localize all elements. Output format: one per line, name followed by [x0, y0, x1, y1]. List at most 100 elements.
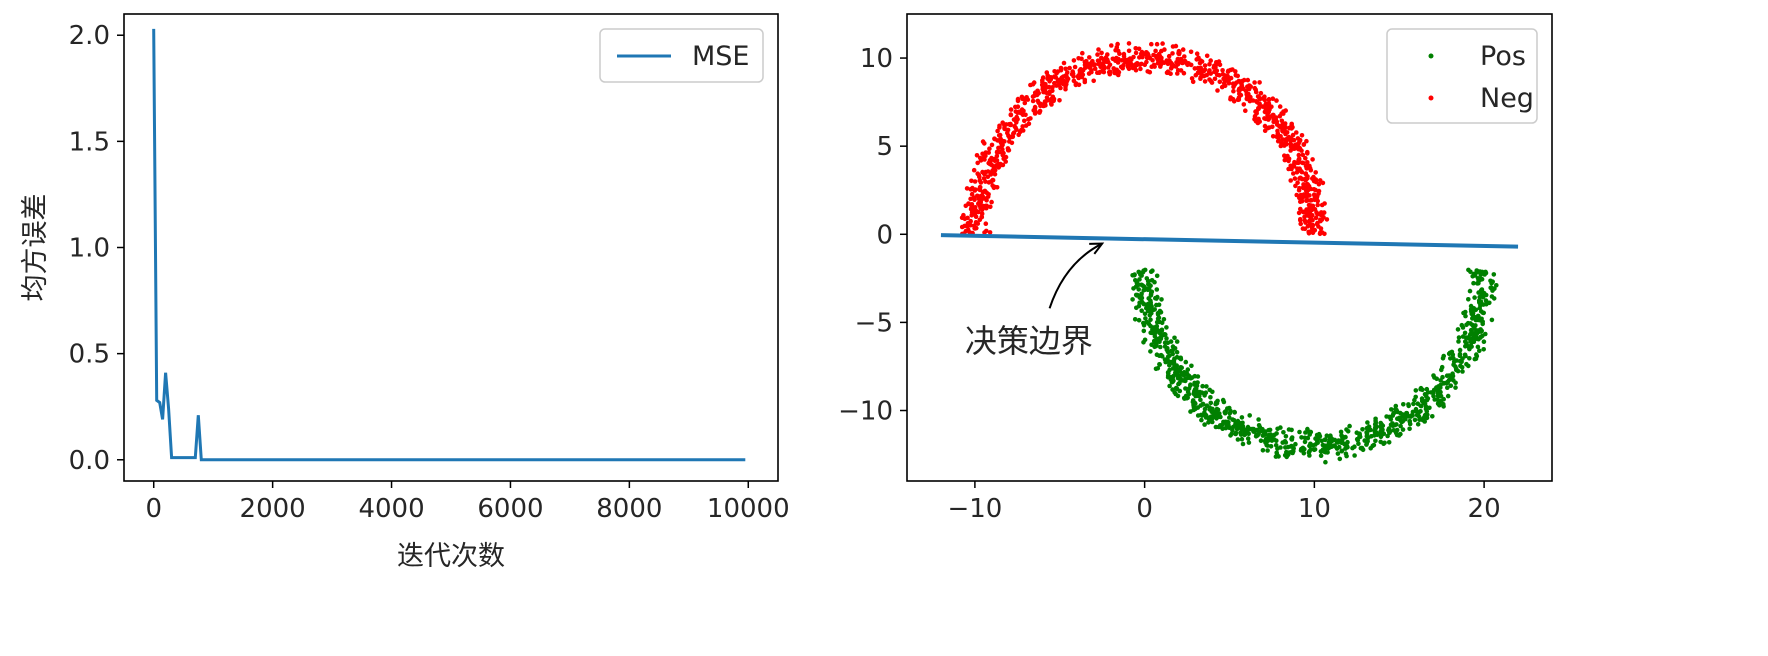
scatter-y-tick-label: 10 — [860, 44, 893, 74]
scatter-point-neg — [992, 171, 998, 177]
scatter-point-neg — [1286, 134, 1292, 140]
scatter-point-neg — [984, 198, 989, 203]
scatter-point-neg — [1026, 117, 1031, 122]
scatter-point-neg — [972, 226, 978, 231]
scatter-point-pos — [1235, 437, 1241, 442]
scatter-point-neg — [1202, 63, 1208, 68]
scatter-point-neg — [1121, 54, 1127, 59]
scatter-point-pos — [1463, 339, 1468, 344]
scatter-point-neg — [1138, 51, 1144, 57]
scatter-point-neg — [1204, 72, 1209, 78]
scatter-point-pos — [1474, 268, 1479, 273]
scatter-point-pos — [1173, 385, 1179, 391]
scatter-point-neg — [972, 179, 978, 184]
scatter-point-pos — [1481, 290, 1487, 296]
scatter-point-pos — [1451, 362, 1456, 368]
scatter-point-neg — [1099, 50, 1104, 56]
scatter-point-neg — [977, 217, 983, 223]
scatter-point-neg — [976, 209, 981, 215]
scatter-point-pos — [1434, 376, 1439, 382]
scatter-point-pos — [1483, 298, 1489, 303]
scatter-point-neg — [1318, 218, 1323, 224]
scatter-point-pos — [1195, 413, 1201, 418]
scatter-point-pos — [1154, 320, 1160, 325]
scatter-point-neg — [1126, 41, 1132, 46]
scatter-point-pos — [1137, 277, 1142, 282]
scatter-point-pos — [1229, 431, 1235, 437]
scatter-point-neg — [1292, 146, 1298, 151]
scatter-point-neg — [1201, 68, 1206, 74]
scatter-point-pos — [1262, 438, 1268, 444]
scatter-point-neg — [1297, 185, 1302, 191]
scatter-point-neg — [1153, 48, 1158, 54]
scatter-point-neg — [1182, 54, 1187, 59]
scatter-point-pos — [1265, 443, 1270, 448]
scatter-point-pos — [1445, 393, 1451, 399]
scatter-point-pos — [1456, 339, 1461, 344]
scatter-point-neg — [1307, 165, 1313, 171]
scatter-point-pos — [1146, 282, 1152, 288]
scatter-point-neg — [1190, 79, 1196, 85]
scatter-point-pos — [1489, 317, 1495, 323]
scatter-point-neg — [1304, 212, 1310, 218]
scatter-point-neg — [1298, 199, 1303, 204]
scatter-point-neg — [989, 155, 994, 161]
scatter-point-pos — [1479, 269, 1485, 275]
scatter-point-pos — [1274, 431, 1279, 436]
scatter-point-neg — [1266, 109, 1271, 115]
scatter-point-pos — [1200, 401, 1206, 407]
scatter-point-neg — [1023, 112, 1028, 118]
scatter-point-pos — [1170, 344, 1176, 349]
scatter-point-neg — [1308, 216, 1313, 221]
scatter-point-pos — [1227, 415, 1232, 420]
mse-x-tick-label: 8000 — [596, 494, 662, 524]
scatter-point-neg — [1303, 155, 1308, 161]
scatter-point-pos — [1158, 344, 1163, 350]
scatter-point-neg — [1070, 69, 1075, 74]
scatter-point-neg — [1266, 104, 1271, 109]
scatter-point-neg — [1313, 179, 1319, 185]
scatter-point-pos — [1406, 414, 1412, 419]
scatter-point-neg — [1126, 48, 1132, 54]
scatter-point-pos — [1245, 424, 1251, 430]
scatter-point-neg — [1063, 86, 1068, 92]
scatter-point-pos — [1284, 449, 1289, 455]
scatter-point-pos — [1470, 330, 1475, 336]
scatter-point-neg — [1095, 52, 1100, 57]
scatter-point-neg — [987, 230, 993, 235]
scatter-point-neg — [964, 186, 970, 191]
scatter-point-neg — [1014, 114, 1019, 120]
scatter-point-pos — [1373, 438, 1378, 444]
scatter-point-neg — [1224, 78, 1230, 83]
scatter-point-neg — [1137, 55, 1142, 60]
scatter-point-neg — [975, 171, 980, 176]
scatter-point-pos — [1480, 321, 1485, 327]
scatter-point-neg — [989, 199, 994, 205]
scatter-point-neg — [1230, 67, 1235, 72]
scatter-point-neg — [1049, 96, 1054, 102]
scatter-point-pos — [1378, 439, 1383, 445]
scatter-point-pos — [1466, 297, 1471, 302]
scatter-point-neg — [1279, 141, 1284, 146]
scatter-point-pos — [1472, 295, 1477, 300]
scatter-point-neg — [1005, 130, 1010, 136]
scatter-point-neg — [1045, 73, 1050, 78]
scatter-point-neg — [1231, 99, 1237, 104]
scatter-point-pos — [1291, 445, 1296, 451]
scatter-point-pos — [1198, 397, 1203, 403]
scatter-point-neg — [1071, 58, 1077, 63]
scatter-point-pos — [1168, 359, 1174, 365]
scatter-point-neg — [1282, 157, 1288, 163]
mse-x-tick-label: 6000 — [477, 494, 543, 524]
scatter-point-neg — [1314, 210, 1319, 215]
scatter-point-pos — [1211, 414, 1217, 420]
scatter-point-neg — [1125, 62, 1131, 67]
scatter-point-neg — [1065, 76, 1071, 82]
scatter-point-pos — [1398, 423, 1403, 429]
scatter-point-neg — [1115, 48, 1121, 54]
scatter-point-pos — [1413, 388, 1419, 393]
scatter-point-neg — [961, 212, 966, 218]
scatter-point-pos — [1474, 352, 1479, 357]
scatter-point-pos — [1487, 300, 1492, 306]
scatter-point-pos — [1471, 280, 1476, 286]
